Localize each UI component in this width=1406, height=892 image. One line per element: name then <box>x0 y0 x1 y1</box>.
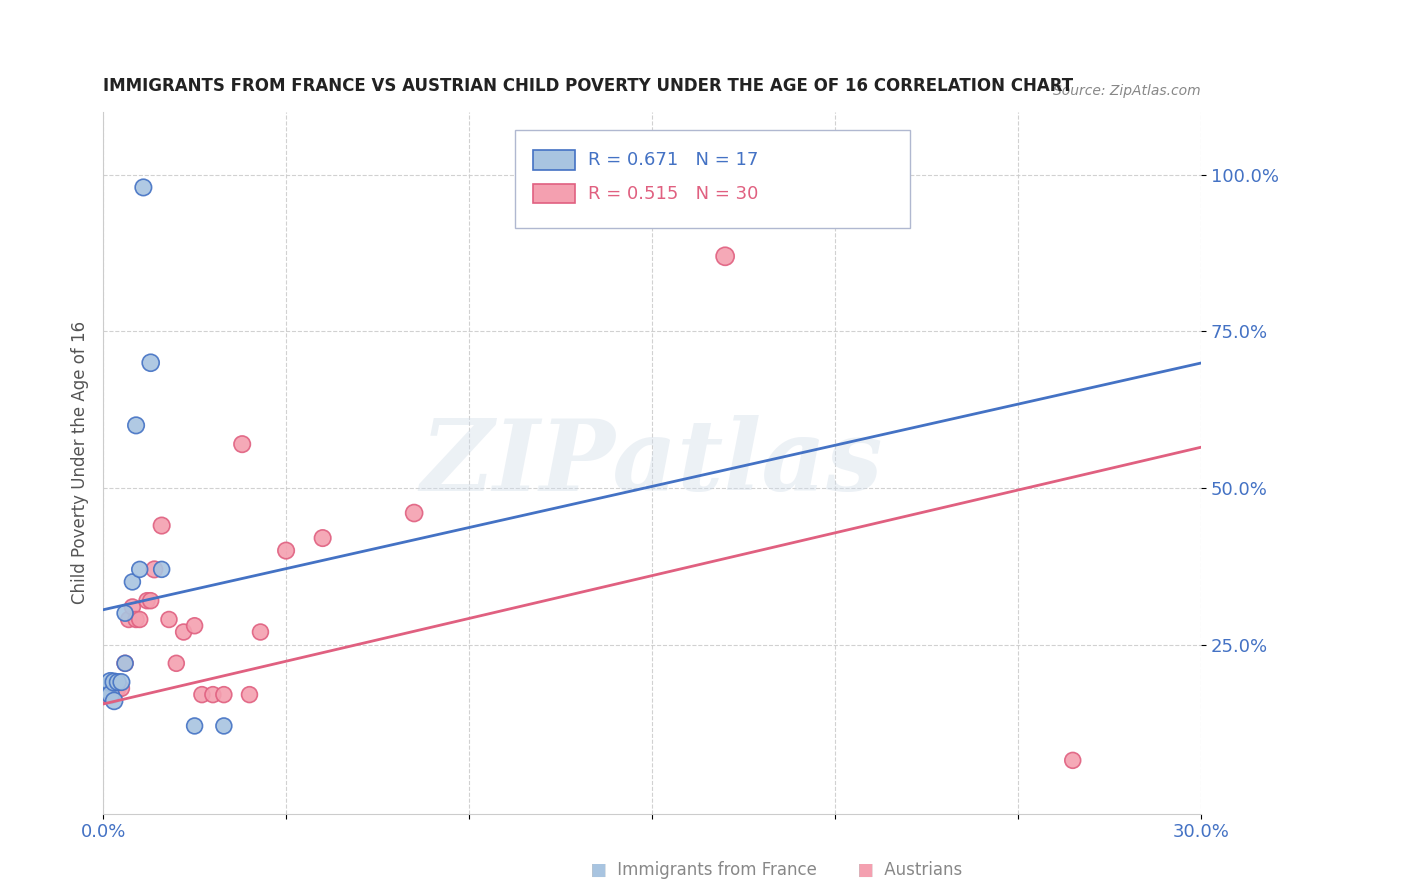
Point <box>311 531 333 545</box>
Point <box>183 719 205 733</box>
Point <box>125 418 148 433</box>
Point <box>96 688 118 702</box>
Point <box>132 180 155 194</box>
Point <box>103 694 125 708</box>
Point <box>125 612 148 626</box>
Point <box>103 688 125 702</box>
Point <box>150 562 173 576</box>
Point <box>274 543 297 558</box>
Point <box>1062 753 1084 767</box>
Point <box>128 612 150 626</box>
Point <box>114 606 136 620</box>
Text: R = 0.671   N = 17: R = 0.671 N = 17 <box>588 151 759 169</box>
Point <box>231 437 253 451</box>
Point <box>114 657 136 671</box>
Point <box>107 675 129 690</box>
Point <box>136 593 159 607</box>
Point <box>107 681 129 696</box>
Point <box>139 356 162 370</box>
Point <box>121 599 143 614</box>
Bar <box>533 150 575 169</box>
Text: ■  Austrians: ■ Austrians <box>858 861 962 879</box>
Point <box>150 518 173 533</box>
Point <box>128 562 150 576</box>
Text: IMMIGRANTS FROM FRANCE VS AUSTRIAN CHILD POVERTY UNDER THE AGE OF 16 CORRELATION: IMMIGRANTS FROM FRANCE VS AUSTRIAN CHILD… <box>103 78 1073 95</box>
Point <box>238 688 260 702</box>
Point <box>714 249 737 263</box>
Point <box>100 688 122 702</box>
Point <box>191 688 214 702</box>
Point <box>110 675 132 690</box>
Point <box>143 562 166 576</box>
Text: ■  Immigrants from France: ■ Immigrants from France <box>591 861 817 879</box>
Text: Source: ZipAtlas.com: Source: ZipAtlas.com <box>1053 84 1201 98</box>
FancyBboxPatch shape <box>515 130 910 228</box>
Point <box>183 619 205 633</box>
Point <box>201 688 224 702</box>
Y-axis label: Child Poverty Under the Age of 16: Child Poverty Under the Age of 16 <box>72 321 89 605</box>
Point <box>100 675 122 690</box>
Point <box>139 593 162 607</box>
Point <box>173 625 195 640</box>
Point <box>249 625 271 640</box>
Text: ZIPatlas: ZIPatlas <box>420 415 883 511</box>
Point <box>212 688 235 702</box>
Point <box>157 612 180 626</box>
Point <box>114 657 136 671</box>
Point <box>110 681 132 696</box>
Point <box>212 719 235 733</box>
Point <box>121 574 143 589</box>
Point <box>107 681 129 696</box>
Text: ■: ■ <box>591 861 606 879</box>
Point <box>96 681 118 696</box>
Point <box>103 675 125 690</box>
Point <box>100 688 122 702</box>
Point <box>118 612 141 626</box>
Point <box>404 506 426 520</box>
Bar <box>533 184 575 203</box>
Point <box>165 657 187 671</box>
Text: R = 0.515   N = 30: R = 0.515 N = 30 <box>588 185 759 202</box>
Text: ■: ■ <box>858 861 873 879</box>
